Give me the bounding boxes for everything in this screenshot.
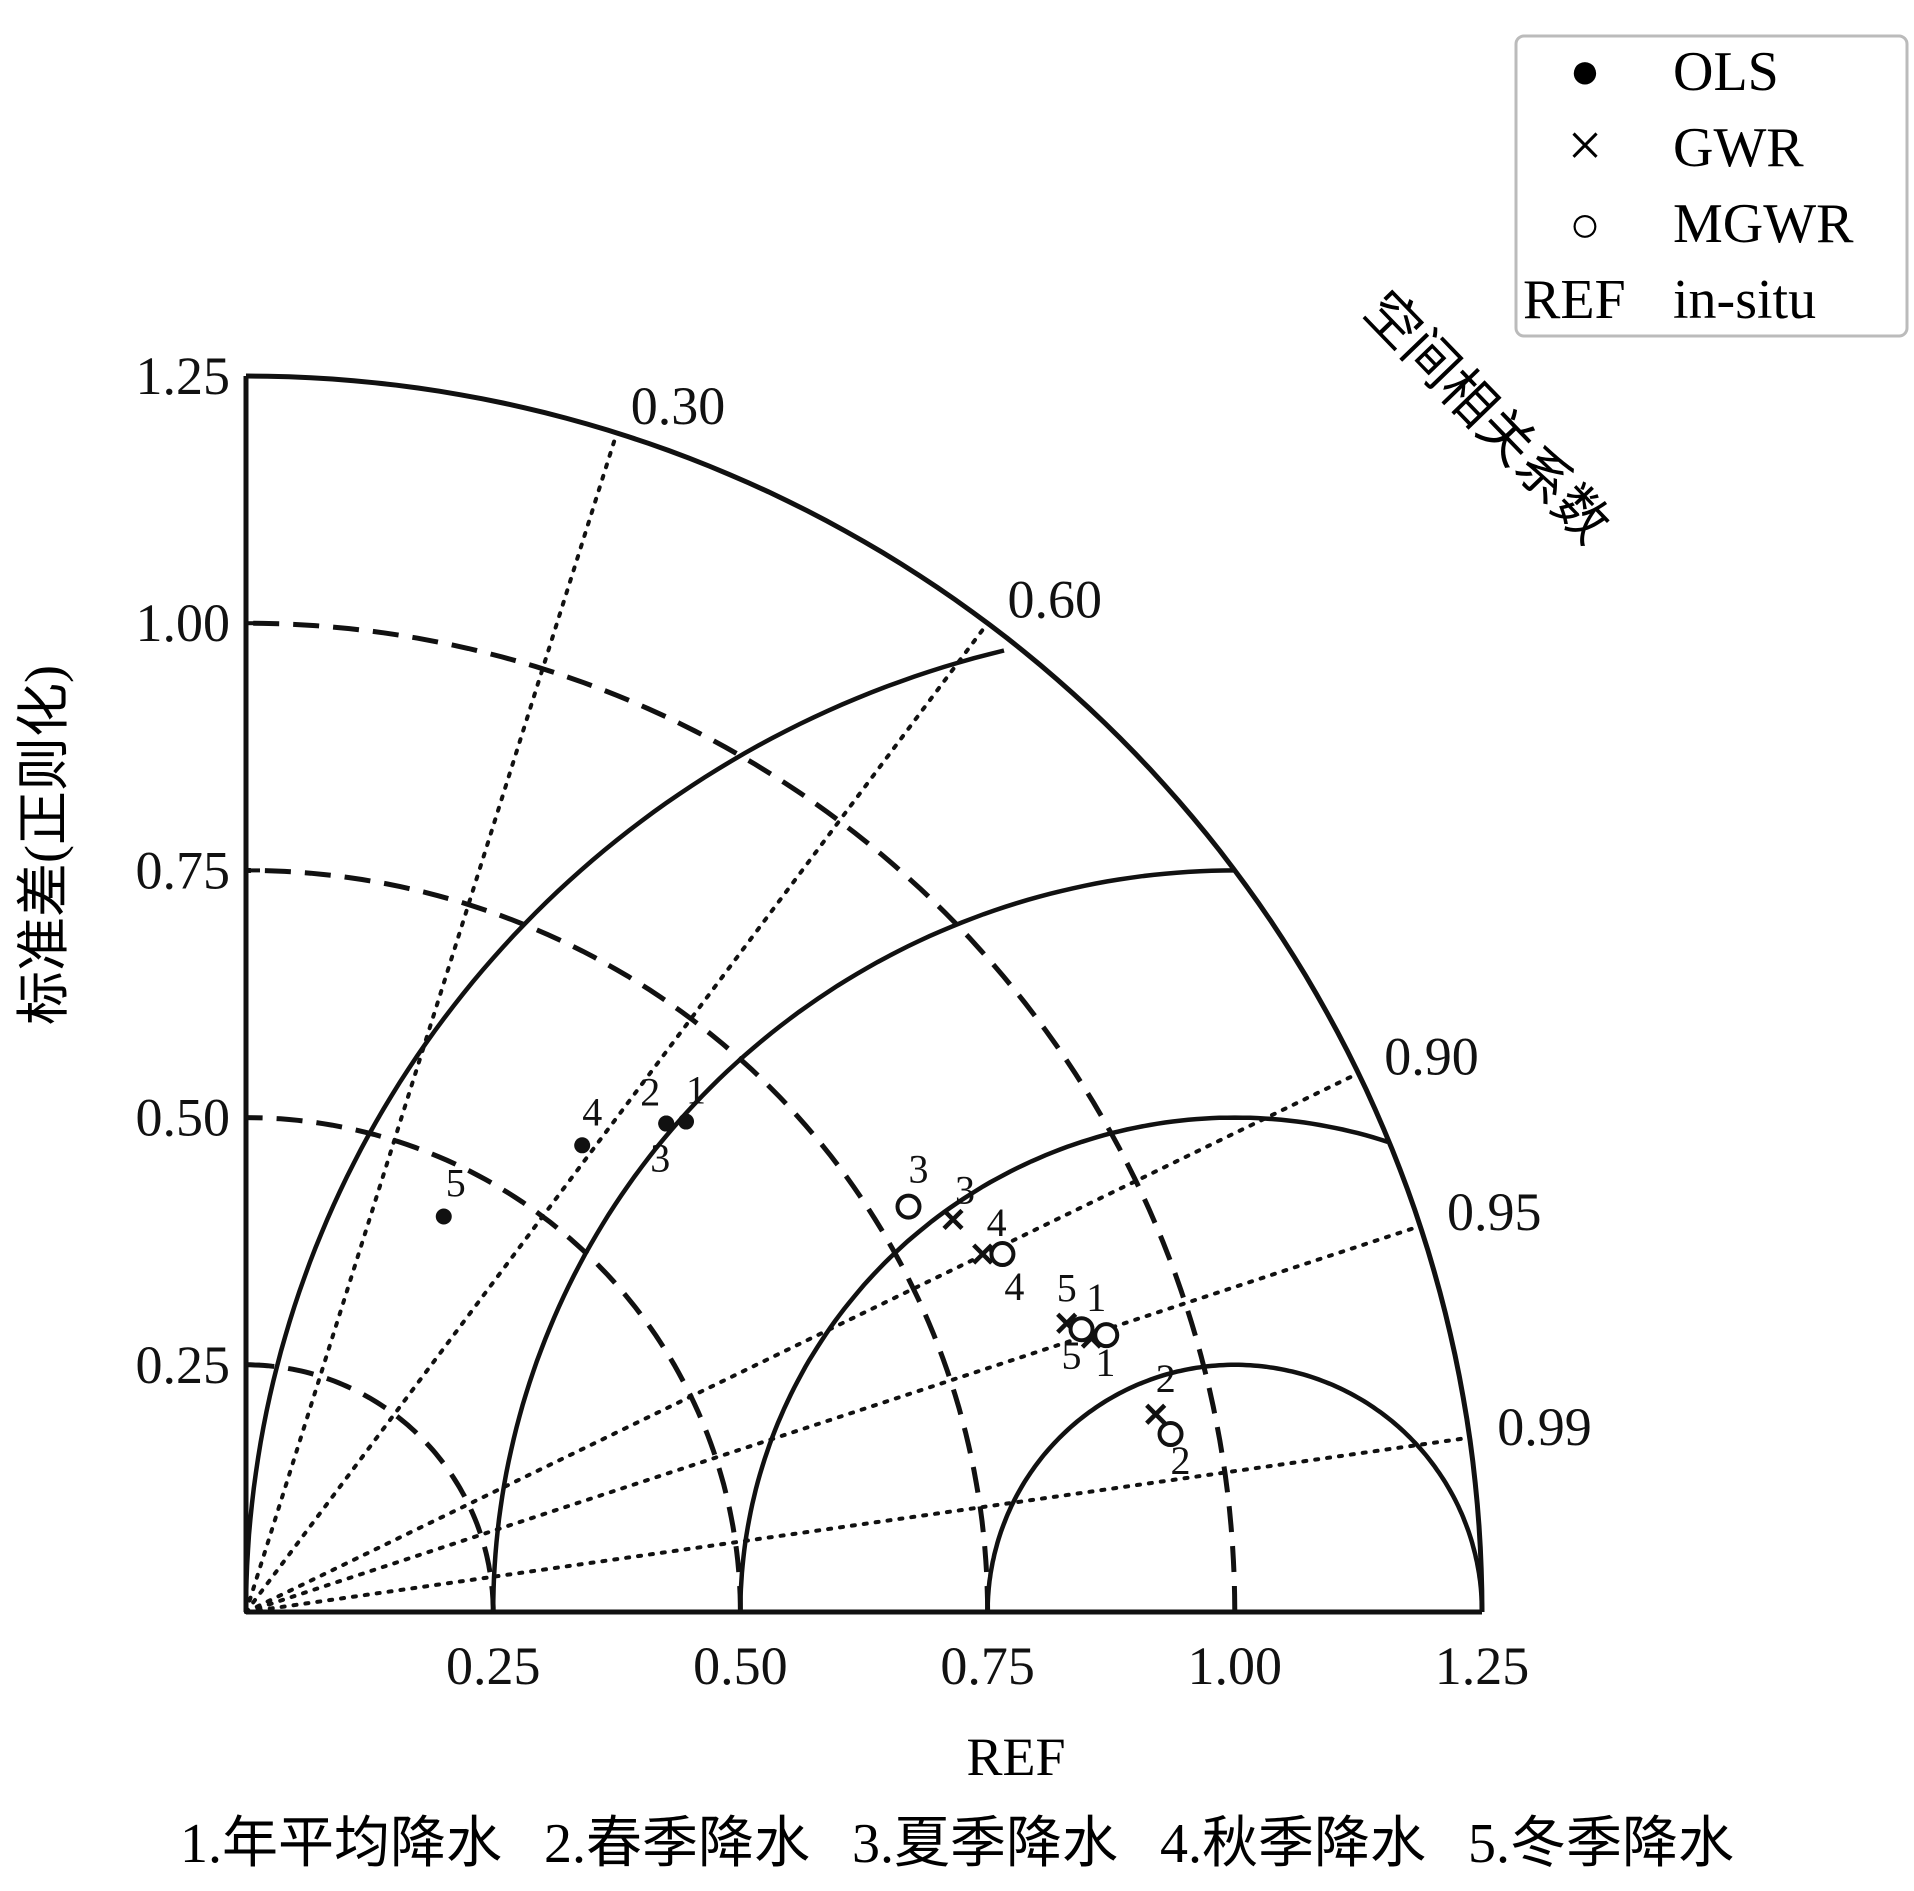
point-label: 5 xyxy=(1062,1333,1082,1378)
outer-arc xyxy=(245,373,1485,1613)
axes-layer xyxy=(243,373,1485,1615)
mgwr-point xyxy=(895,1193,922,1220)
correlation-ray xyxy=(244,621,990,1614)
legend-label-ref: in-situ xyxy=(1673,269,1816,331)
point-label: 2 xyxy=(640,1070,660,1115)
y-tick-label: 1.00 xyxy=(136,593,231,653)
legend-symbol-ref: REF xyxy=(1523,269,1626,331)
legend-symbol-gwr: × xyxy=(1568,112,1603,180)
point-label: 4 xyxy=(582,1089,602,1134)
point-label: 3 xyxy=(908,1147,928,1192)
gwr-point xyxy=(1145,1403,1167,1425)
labels-layer: 0.30 0.60 0.90 0.95 0.99 0.25 0.25 0.50 0.50 0.75… xyxy=(136,346,1592,1696)
ols-point xyxy=(574,1137,591,1154)
footnote: 1.年平均降水 2.春季降水 3.夏季降水 4.秋季降水 5.冬季降水 xyxy=(180,1813,1734,1875)
correlation-ray xyxy=(244,1071,1361,1614)
grid-layer xyxy=(243,430,1485,1614)
correlation-tick-label: 0.90 xyxy=(1384,1027,1479,1087)
point-label: 4 xyxy=(1004,1264,1024,1309)
point-label: 4 xyxy=(987,1200,1007,1245)
legend-symbol-mgwr: ○ xyxy=(1569,197,1600,254)
rms-arc xyxy=(490,868,1235,1613)
point-label: 1 xyxy=(686,1068,706,1113)
correlation-tick-label: 0.99 xyxy=(1497,1397,1592,1457)
legend-label-ols: OLS xyxy=(1673,41,1779,103)
point-label: 5 xyxy=(1057,1265,1077,1310)
mgwr-point xyxy=(1093,1322,1120,1349)
point-label: 2 xyxy=(1156,1356,1176,1401)
ols-point xyxy=(435,1208,452,1225)
std-dev-arc xyxy=(245,867,991,1613)
legend: ● OLS × GWR ○ MGWR REF in-situ xyxy=(1514,34,1909,338)
x-tick-label: 0.25 xyxy=(446,1636,541,1696)
std-dev-arc xyxy=(246,1362,496,1612)
legend-box xyxy=(1514,34,1909,338)
y-tick-label: 0.50 xyxy=(136,1088,231,1148)
correlation-tick-label: 0.60 xyxy=(1007,569,1102,629)
ols-point xyxy=(678,1113,695,1130)
point-label: 2 xyxy=(1171,1438,1191,1483)
std-dev-arc xyxy=(245,1115,743,1613)
x-tick-label: 0.75 xyxy=(940,1636,1035,1696)
y-tick-label: 0.25 xyxy=(136,1335,231,1395)
rms-arc xyxy=(985,1362,1485,1612)
marks-layer xyxy=(435,1113,1184,1448)
mgwr-point xyxy=(1068,1316,1095,1343)
legend-symbol-ols: ● xyxy=(1569,43,1600,100)
point-label: 1 xyxy=(1095,1340,1115,1385)
ols-point xyxy=(658,1115,675,1132)
point-label: 1 xyxy=(1086,1275,1106,1320)
x-tick-label: 1.00 xyxy=(1188,1636,1283,1696)
x-tick-label: 1.25 xyxy=(1435,1636,1530,1696)
rms-arc xyxy=(243,648,1005,1613)
y-tick-label: 1.25 xyxy=(136,346,231,406)
legend-label-gwr: GWR xyxy=(1673,117,1804,179)
correlation-ray xyxy=(244,430,619,1614)
correlation-ray xyxy=(244,1435,1472,1614)
y-tick-label: 0.75 xyxy=(136,840,231,900)
legend-label-mgwr: MGWR xyxy=(1673,193,1854,255)
correlation-ray xyxy=(244,1224,1423,1614)
gwr-point xyxy=(972,1243,994,1265)
y-axis-title: 标准差(正则化) xyxy=(14,665,74,1025)
point-label: 3 xyxy=(650,1136,670,1181)
x-axis-title: REF xyxy=(966,1727,1065,1787)
x-tick-label: 0.50 xyxy=(693,1636,788,1696)
mgwr-point xyxy=(1157,1421,1184,1448)
gwr-point xyxy=(942,1208,964,1231)
point-label: 3 xyxy=(955,1167,975,1212)
correlation-tick-label: 0.95 xyxy=(1447,1182,1542,1242)
correlation-tick-label: 0.30 xyxy=(631,376,726,436)
mgwr-point xyxy=(989,1241,1016,1268)
point-label: 5 xyxy=(446,1160,466,1205)
std-dev-arc xyxy=(245,620,1238,1613)
